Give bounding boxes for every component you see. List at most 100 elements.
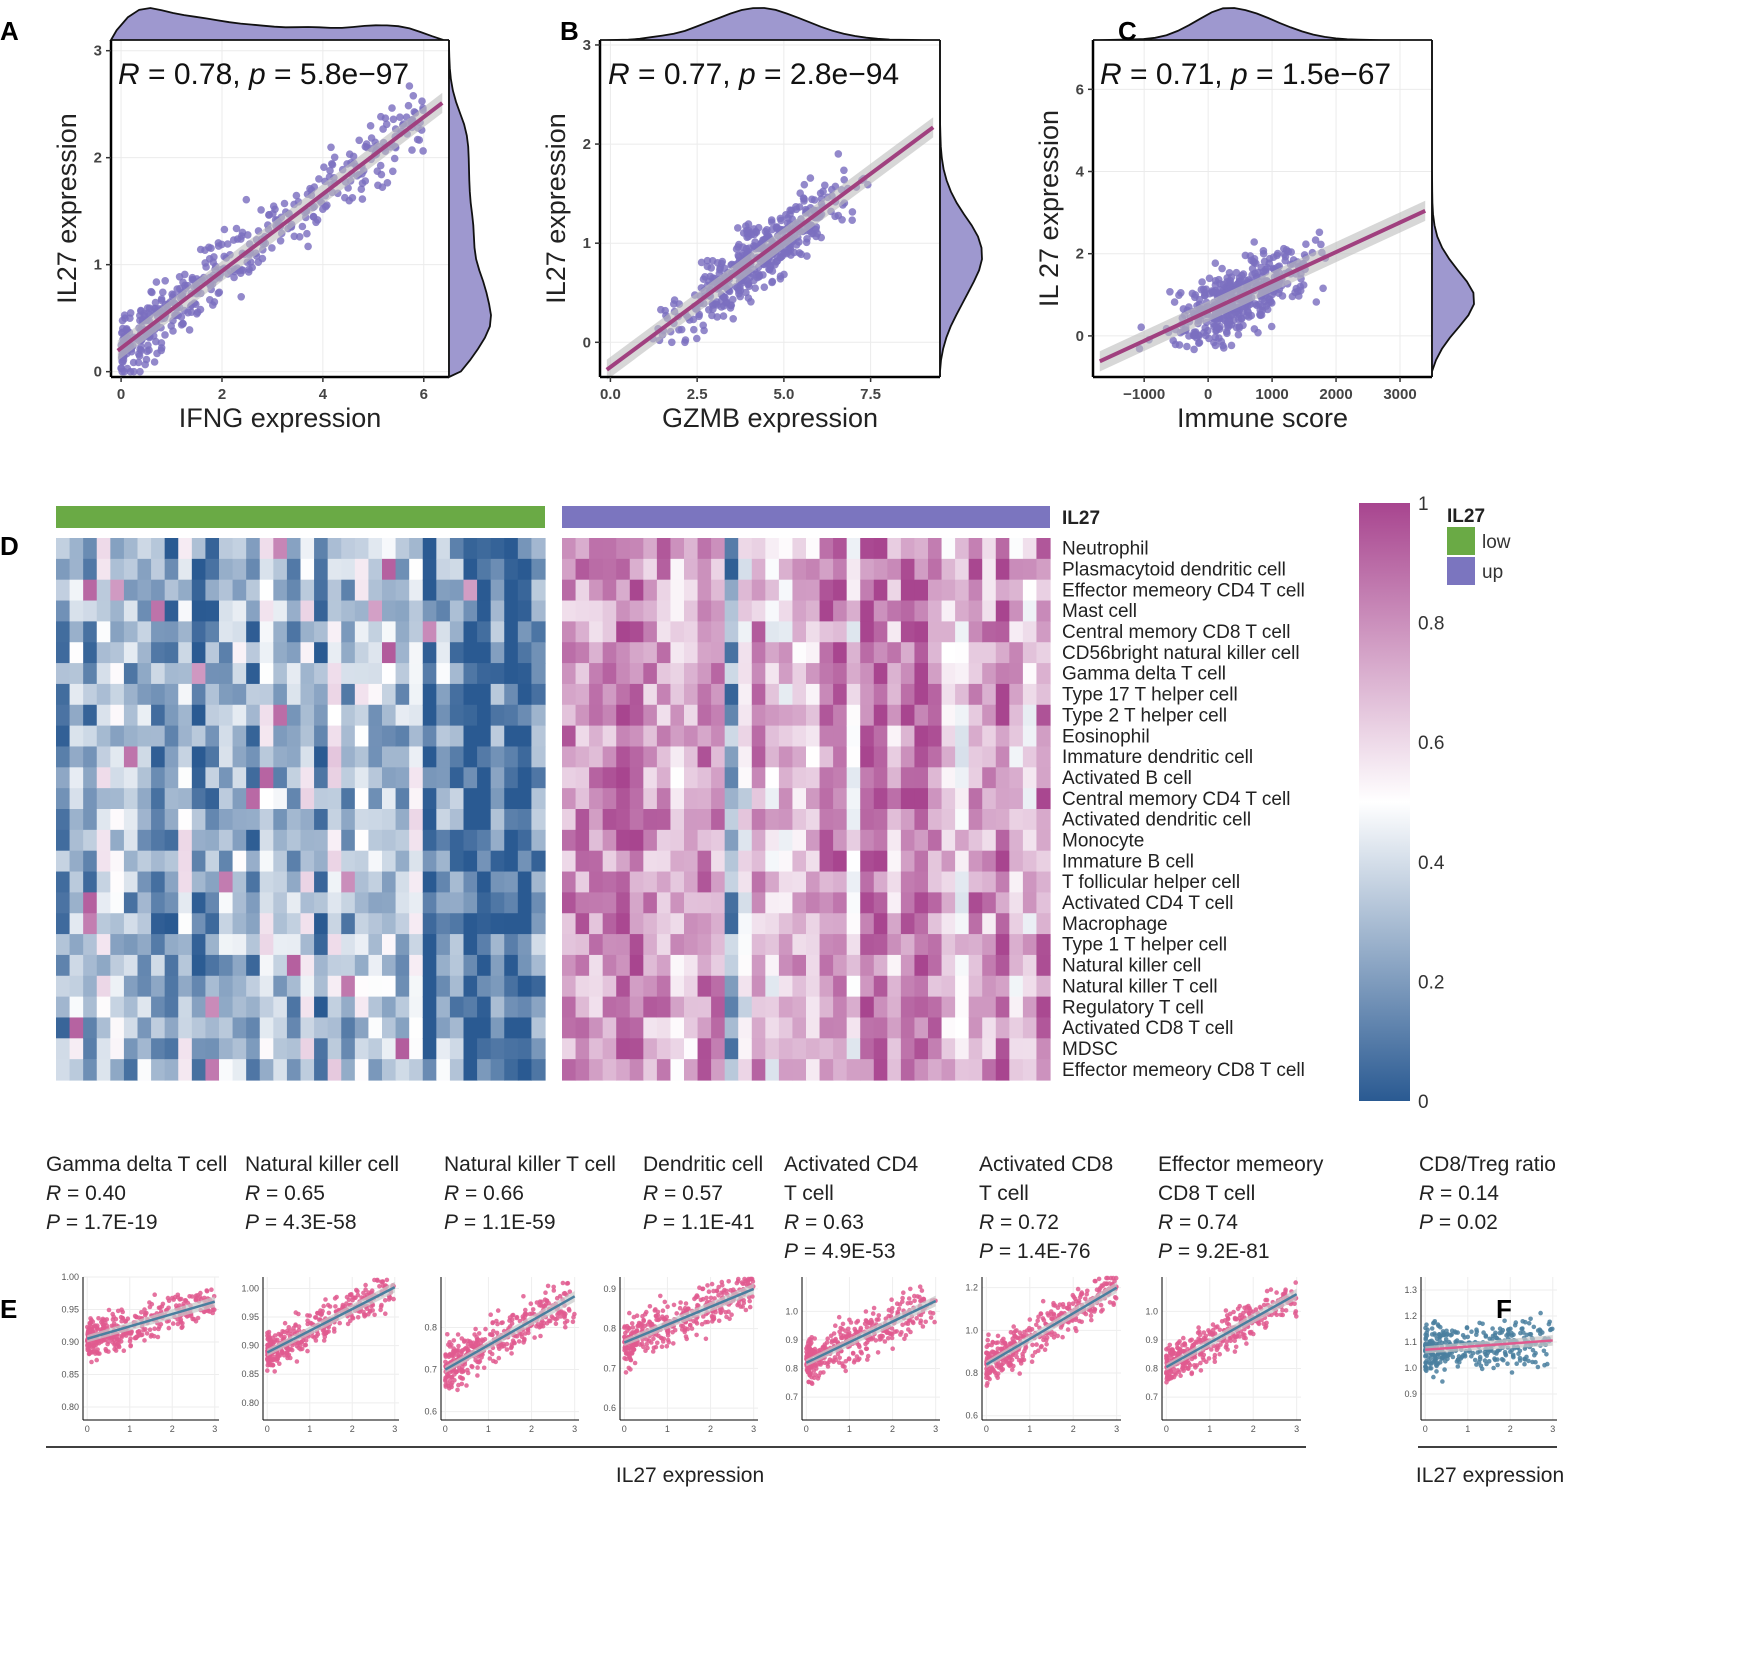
heatmap-cell — [711, 600, 726, 622]
data-point — [207, 244, 215, 252]
heatmap-cell — [928, 642, 943, 664]
heatmap-cell — [449, 621, 465, 643]
heatmap-cell — [151, 538, 166, 560]
heatmap-cell — [354, 892, 370, 914]
heatmap-cell — [422, 1038, 437, 1060]
heatmap-cell — [792, 558, 807, 581]
heatmap-cell — [490, 788, 505, 810]
heatmap-cell — [955, 892, 970, 914]
heatmap-cell — [449, 871, 465, 893]
heatmap-cell — [300, 892, 315, 914]
heatmap-cell — [219, 975, 234, 998]
heatmap-cell — [232, 683, 247, 706]
heatmap-cell — [765, 683, 780, 706]
heatmap-cell — [368, 683, 383, 706]
heatmap-cell — [477, 1059, 492, 1081]
heatmap-cell — [589, 829, 604, 852]
heatmap-cell — [643, 746, 658, 768]
heatmap-cell — [246, 996, 261, 1019]
heatmap-cell — [354, 663, 370, 685]
heatmap-cell — [110, 746, 125, 768]
heatmap-cell — [724, 996, 739, 1019]
stat-text: = — [798, 1240, 822, 1263]
data-point — [1278, 292, 1287, 300]
data-point — [268, 244, 276, 252]
heatmap-cell — [589, 538, 604, 560]
heatmap-cell — [56, 663, 71, 685]
heatmap-cell — [531, 1059, 546, 1081]
heatmap-cell — [382, 788, 397, 810]
heatmap-cell — [273, 1017, 288, 1039]
heatmap-cell — [477, 1038, 492, 1060]
stat-value: 0.65 — [284, 1182, 325, 1205]
heatmap-cell — [286, 871, 302, 893]
heatmap-cell — [463, 871, 478, 893]
heatmap-cell — [286, 913, 302, 935]
heatmap-cell — [110, 642, 125, 664]
heatmap-cell — [151, 1017, 166, 1039]
heatmap-cell — [368, 934, 383, 956]
heatmap-cell — [110, 975, 125, 998]
stat-text: = — [799, 1211, 823, 1234]
data-point — [152, 1326, 157, 1331]
data-point — [355, 1315, 361, 1320]
heatmap-cell — [806, 642, 821, 664]
heatmap-cell — [616, 725, 631, 748]
heatmap-cell — [436, 621, 451, 643]
heatmap-cell — [110, 1017, 125, 1039]
data-point — [135, 350, 143, 358]
heatmap-cell — [562, 746, 577, 768]
heatmap-cell — [765, 1017, 780, 1039]
heatmap-cell — [164, 725, 179, 748]
heatmap-cell — [110, 704, 125, 727]
heatmap-cell — [724, 913, 739, 935]
data-point — [315, 1310, 320, 1316]
heatmap-cell — [955, 1017, 970, 1039]
heatmap-cell — [504, 1038, 519, 1060]
heatmap-cell — [819, 1038, 834, 1060]
heatmap-cell — [123, 1059, 139, 1081]
heatmap-cell — [191, 954, 207, 977]
heatmap-cell — [96, 1017, 111, 1039]
heatmap-cell — [504, 621, 519, 643]
data-point — [501, 1343, 507, 1349]
heatmap-cell — [205, 829, 220, 852]
heatmap-cell — [941, 829, 956, 852]
heatmap-cell — [123, 829, 139, 852]
heatmap-cell — [982, 1038, 997, 1060]
heatmap-cell — [96, 558, 111, 581]
heatmap-cell — [643, 809, 658, 831]
heatmap-cell — [684, 663, 699, 685]
heatmap-cell — [860, 829, 875, 852]
heatmap-cell — [846, 683, 861, 706]
data-point — [682, 1327, 687, 1333]
heatmap-cell — [900, 1059, 916, 1081]
heatmap-cell — [724, 642, 739, 664]
data-point — [1234, 330, 1243, 339]
heatmap-cell — [697, 788, 712, 810]
heatmap-cell — [178, 913, 193, 935]
heatmap-cell — [517, 850, 533, 873]
heatmap-cell — [629, 1059, 644, 1081]
heatmap-cell — [219, 663, 234, 685]
stat-text: R — [1100, 58, 1122, 91]
heatmap-cell — [205, 871, 220, 893]
x-tick-label: 2 — [708, 1424, 713, 1434]
heatmap-cell — [765, 1038, 780, 1060]
heatmap-cell — [806, 1017, 821, 1039]
heatmap-cell — [914, 704, 929, 727]
heatmap-cell — [887, 600, 902, 622]
data-point — [530, 1307, 536, 1312]
heatmap-cell — [341, 975, 356, 998]
heatmap-cell — [436, 1017, 451, 1039]
heatmap-cell — [368, 746, 383, 768]
heatmap-cell — [123, 788, 139, 810]
legend-swatch-low — [1447, 527, 1475, 555]
heatmap-cell — [151, 683, 166, 706]
heatmap-cell — [806, 704, 821, 727]
heatmap-cell — [629, 934, 644, 956]
data-point — [487, 1356, 493, 1361]
heatmap-cell — [602, 704, 617, 727]
heatmap-cell — [56, 871, 71, 893]
heatmap-cell — [562, 892, 577, 914]
